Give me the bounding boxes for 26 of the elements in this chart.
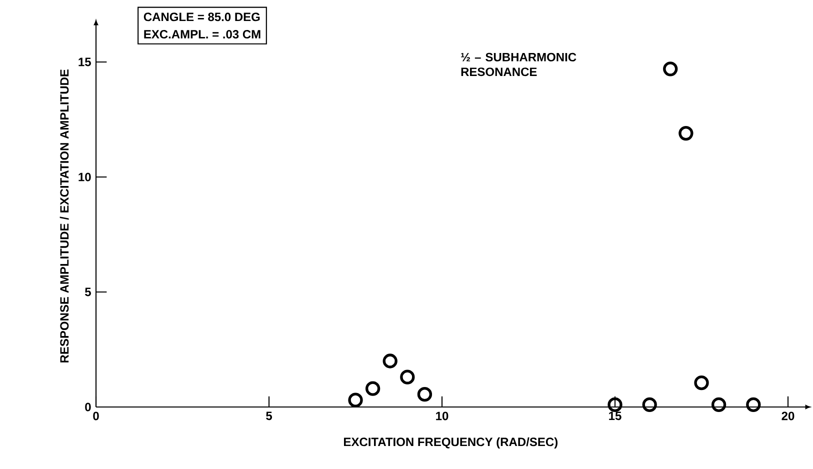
point — [382, 354, 398, 368]
x-tick-label: 5 — [266, 412, 272, 420]
text: CANGLE = 85.0 DEG — [144, 12, 260, 22]
point — [746, 397, 761, 412]
point — [642, 397, 657, 412]
y-tick-label: 15 — [78, 58, 91, 66]
x-axis-title: EXCITATION FREQUENCY (RAD/SEC) — [344, 437, 558, 449]
point — [365, 381, 380, 396]
y-tick-label: 10 — [78, 172, 91, 182]
x-tick-label: 10 — [436, 412, 448, 420]
point — [348, 392, 363, 408]
point — [417, 387, 432, 402]
point — [400, 370, 415, 384]
point — [608, 397, 622, 412]
point — [663, 62, 678, 76]
y-axis-title: RESPONSE AMPLITUDE / EXCITATION AMPLITUDE — [60, 69, 69, 362]
y-tick-label: 0 — [85, 402, 91, 412]
point — [711, 397, 726, 412]
point — [694, 376, 709, 390]
annotation: EXC.AMPL. = .03 CM — [144, 30, 260, 39]
x-tick-label: 15 — [609, 412, 622, 420]
point — [678, 126, 694, 141]
x-tick-label: 20 — [782, 412, 794, 420]
y-tick-label: 5 — [85, 288, 91, 296]
x-tick-label: 0 — [93, 412, 99, 420]
annotation: ½ – SUBHARMONIC RESONANCE — [461, 52, 576, 76]
